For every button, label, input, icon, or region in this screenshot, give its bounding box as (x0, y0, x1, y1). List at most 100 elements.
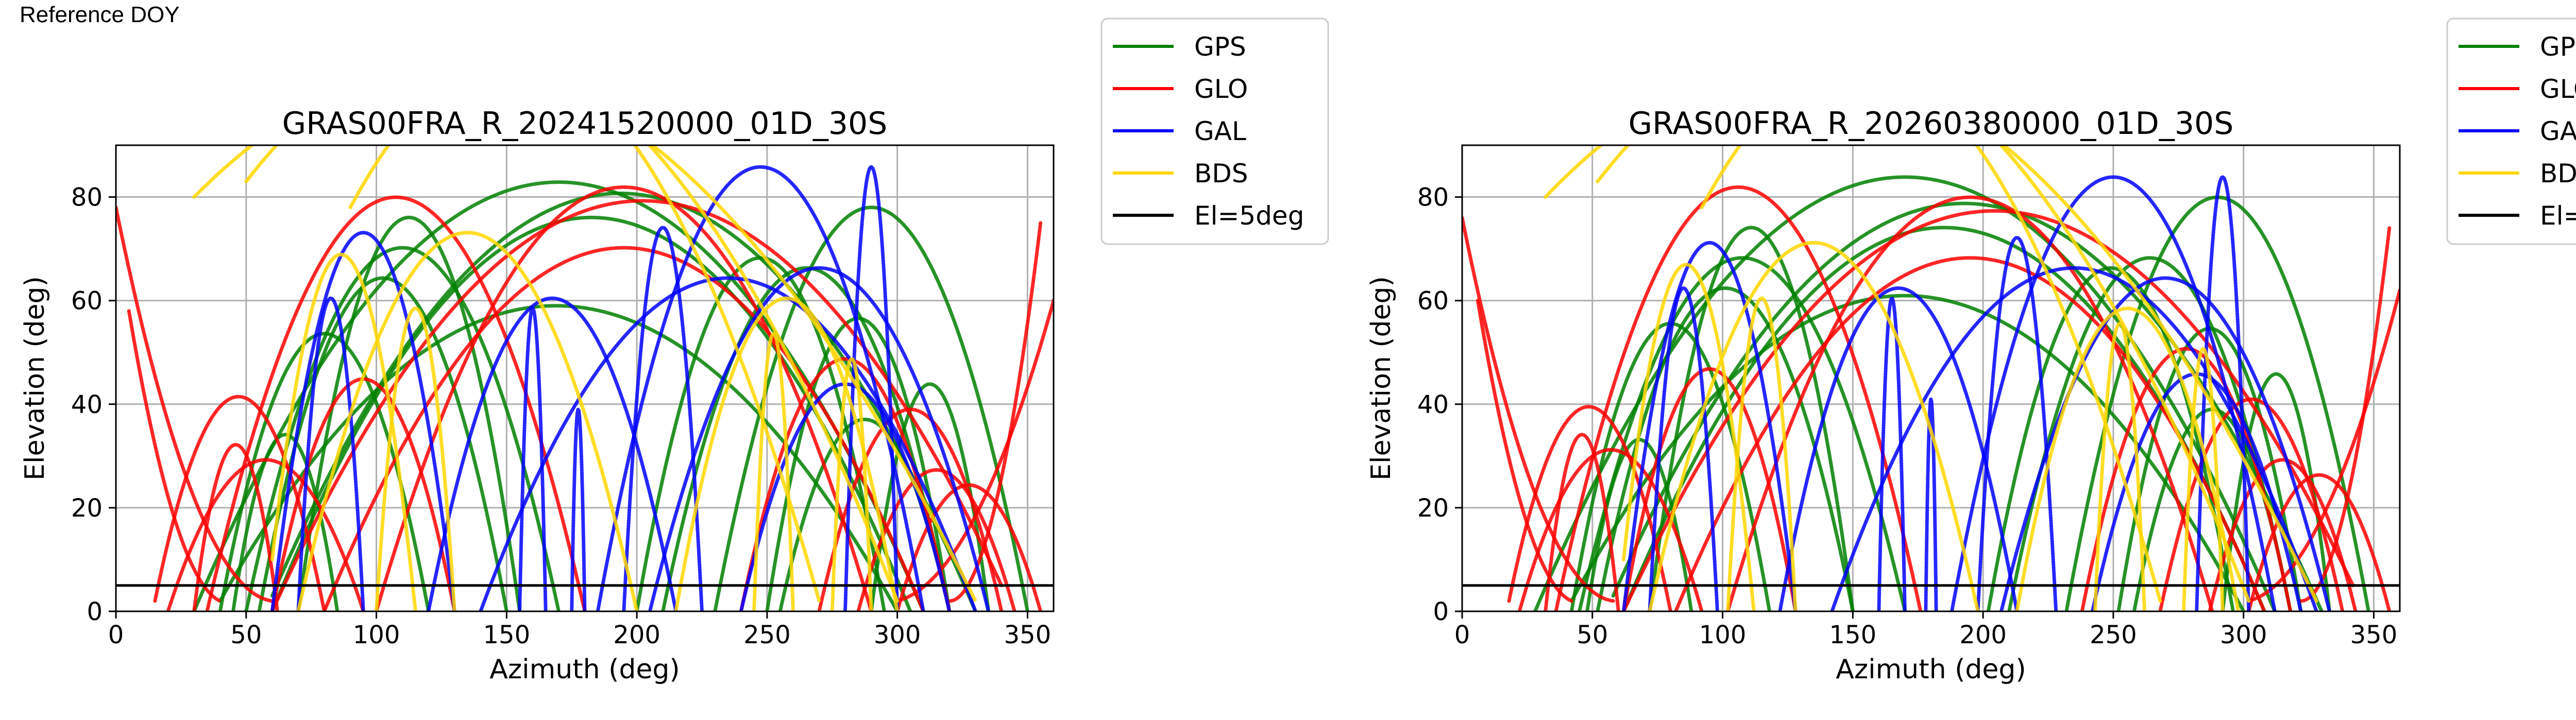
x-tick-label: 150 (483, 621, 531, 649)
legend-label: GLO (2540, 74, 2576, 104)
track-bds (830, 357, 873, 611)
legend: GPS GLO GAL BDS El=5deg (2446, 18, 2576, 245)
legend-label: BDS (1194, 159, 1248, 188)
x-tick-label: 250 (2090, 621, 2137, 649)
plot-area (1462, 145, 2400, 611)
track-bds (270, 252, 417, 611)
track-glo (739, 357, 952, 611)
track-gal (518, 306, 548, 611)
track-gps (244, 246, 561, 611)
x-tick-label: 0 (108, 621, 124, 649)
x-tick-label: 200 (1959, 621, 2007, 649)
track-glo (116, 205, 274, 603)
chart-left: 0 50 100 150 200 250 300 350 0 20 40 60 80 GRAS00FRA_… (20, 18, 1329, 685)
legend-label: GPS (2540, 32, 2576, 62)
track-glo (1621, 367, 1798, 611)
track-gps (1648, 226, 1855, 611)
track-bds (1596, 145, 2251, 603)
track-glo (2080, 347, 2293, 611)
track-bds (674, 296, 900, 611)
track-bds (348, 145, 821, 603)
track-bds (1621, 263, 1756, 611)
track-gal (648, 266, 991, 611)
chart-right: 0 50 100 150 200 250 300 350 0 20 40 60 80 GRAS00FRA_… (1366, 18, 2576, 685)
legend-label: GPS (1194, 32, 1246, 62)
legend-box (1100, 18, 1329, 245)
track-gal (596, 165, 925, 611)
y-tick-label: 80 (71, 183, 103, 212)
track-bds (244, 145, 900, 603)
track-gal (1778, 286, 2019, 611)
track-gal (1976, 236, 2058, 611)
track-gal (270, 231, 456, 611)
track-gal (296, 297, 365, 611)
track-bds (1700, 145, 2162, 603)
x-tick-label: 300 (874, 621, 921, 649)
track-glo (947, 221, 1043, 603)
track-glo (895, 483, 1043, 611)
y-axis-label: Elevation (deg) (1366, 276, 1397, 481)
track-gps (1533, 175, 2277, 611)
track-gps (765, 317, 952, 611)
track-glo (856, 468, 1016, 611)
plot-area (116, 145, 1054, 611)
track-gps (1578, 256, 1907, 611)
y-tick-label: 40 (71, 390, 103, 419)
track-gps (231, 433, 340, 611)
track-glo (817, 407, 1004, 611)
track-glo (2247, 473, 2392, 611)
track-glo (1462, 216, 1615, 603)
track-gal (1621, 241, 1798, 611)
series-bds (192, 145, 977, 611)
track-glo (1674, 256, 2266, 611)
x-axis-label: Azimuth (deg) (489, 654, 680, 685)
track-bds (2015, 306, 2241, 611)
track-bds (2093, 321, 2147, 611)
track-bds (296, 231, 639, 611)
x-axis-label: Azimuth (deg) (1836, 654, 2026, 685)
reference-doy-label: Reference DOY (20, 2, 180, 27)
y-axis-label: Elevation (deg) (20, 276, 50, 481)
track-bds (192, 145, 977, 603)
track-glo (1517, 448, 1704, 611)
x-tick-label: 350 (2350, 621, 2398, 649)
track-glo (322, 246, 925, 611)
track-bds (2181, 347, 2225, 611)
axes-frame (1461, 144, 2401, 612)
track-gal (1877, 297, 1907, 611)
x-tick-label: 150 (1829, 621, 1877, 649)
legend-label: GAL (1194, 116, 1246, 146)
track-glo (153, 395, 326, 611)
y-tick-label: 0 (87, 597, 103, 626)
y-tick-label: 20 (1417, 494, 1449, 523)
track-bds (375, 306, 456, 611)
track-glo (1544, 433, 1620, 611)
x-tick-label: 50 (230, 621, 262, 649)
track-bds (1544, 145, 2318, 603)
grid (1461, 145, 2400, 612)
series-bds (1544, 145, 2318, 611)
track-gal (1830, 266, 2318, 611)
x-tick-label: 250 (743, 621, 791, 649)
x-tick-label: 0 (1454, 621, 1470, 649)
track-bds (752, 332, 795, 611)
track-gal (1950, 175, 2277, 611)
y-tick-label: 80 (1417, 183, 1449, 212)
x-tick-label: 100 (1699, 621, 1747, 649)
track-gal (427, 296, 678, 611)
legend: GPS GLO GAL BDS El=5deg (1100, 18, 1329, 245)
track-glo (1507, 405, 1672, 611)
track-glo (1726, 195, 2214, 611)
track-gal (479, 276, 977, 611)
y-tick-label: 0 (1433, 597, 1449, 626)
track-glo (1554, 185, 1923, 611)
track-bds (1726, 297, 1798, 611)
chart-title: GRAS00FRA_R_20260380000_01D_30S (1629, 106, 2234, 142)
track-gal (1648, 286, 1719, 611)
track-bds (1648, 241, 1980, 611)
legend-label: El=5deg (2540, 201, 2576, 231)
track-glo (375, 185, 873, 611)
track-gal (2195, 175, 2251, 611)
x-tick-label: 200 (613, 621, 660, 649)
